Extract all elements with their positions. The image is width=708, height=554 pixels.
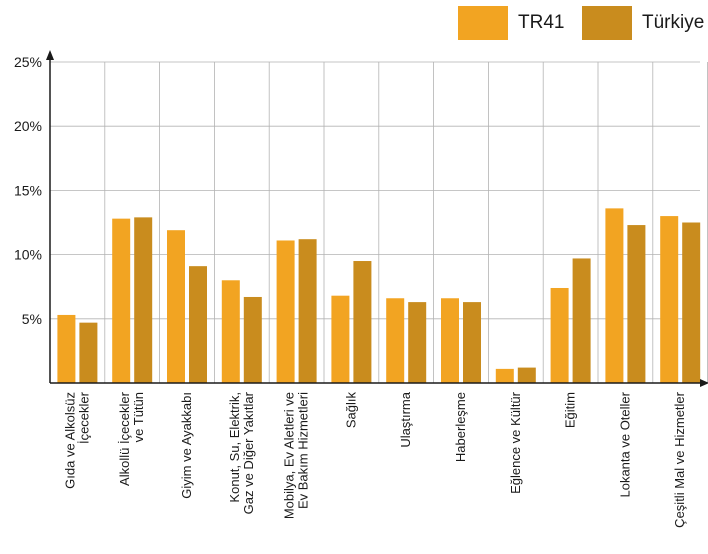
y-tick-label: 5% <box>22 311 42 327</box>
bar-turkiye <box>79 322 98 383</box>
legend-label-tr41: TR41 <box>518 12 565 33</box>
legend-item-tr41: TR41 <box>458 6 564 40</box>
legend-swatch-tr41 <box>458 6 508 40</box>
bar-tr41 <box>221 280 240 383</box>
bar-tr41 <box>550 287 569 383</box>
x-tick-label: Sağlık <box>343 392 358 429</box>
x-tick-label: Giyim ve Ayakkabı <box>179 392 194 499</box>
y-axis-arrow <box>46 50 54 60</box>
bar-tr41 <box>276 240 295 383</box>
bar-turkiye <box>353 261 372 383</box>
bar-tr41 <box>386 298 405 383</box>
y-tick-label: 25% <box>14 54 42 70</box>
bar-tr41 <box>605 208 624 383</box>
x-tick-label: Lokanta ve Oteller <box>617 391 632 497</box>
x-tick-label: Ulaştırma <box>398 391 413 447</box>
bar-turkiye <box>682 222 701 383</box>
bar-tr41 <box>495 368 514 383</box>
bar-tr41 <box>331 295 350 383</box>
bar-tr41 <box>57 314 76 383</box>
x-tick-label: Alkollü İçeceklerve Tütün <box>117 391 146 486</box>
bar-turkiye <box>572 258 591 383</box>
legend-item-turkiye: Türkiye <box>582 6 704 40</box>
bar-turkiye <box>408 302 427 383</box>
x-tick-label: Eğlence ve Kültür <box>508 391 523 494</box>
x-axis-arrow <box>700 379 708 387</box>
bar-turkiye <box>463 302 481 383</box>
x-tick-label: Konut, Su, Elektrik,Gaz ve Diğer Yakıtla… <box>227 391 256 514</box>
bar-turkiye <box>189 266 207 383</box>
bar-tr41 <box>441 298 459 383</box>
y-tick-label: 20% <box>14 118 42 134</box>
x-tick-label: Çeşitli Mal ve Hizmetler <box>672 391 687 527</box>
x-tick-label: Mobilya, Ev Aletleri veEv Bakım Hizmetle… <box>282 392 311 519</box>
bar-turkiye <box>298 239 317 383</box>
bar-turkiye <box>134 217 153 383</box>
legend-swatch-turkiye <box>582 6 632 40</box>
x-tick-label: Gıda ve Alkolsüzİçecekler <box>62 391 91 488</box>
bar-tr41 <box>660 216 679 383</box>
bar-turkiye <box>627 225 646 383</box>
legend-label-turkiye: Türkiye <box>642 12 705 33</box>
y-tick-label: 15% <box>14 182 42 198</box>
bar-turkiye <box>517 367 536 383</box>
bar-tr41 <box>112 218 131 383</box>
x-tick-label: Haberleşme <box>453 392 468 462</box>
x-tick-label: Eğitim <box>563 392 578 428</box>
y-tick-label: 10% <box>14 247 42 263</box>
bar-turkiye <box>243 296 262 383</box>
bar-tr41 <box>167 230 185 383</box>
